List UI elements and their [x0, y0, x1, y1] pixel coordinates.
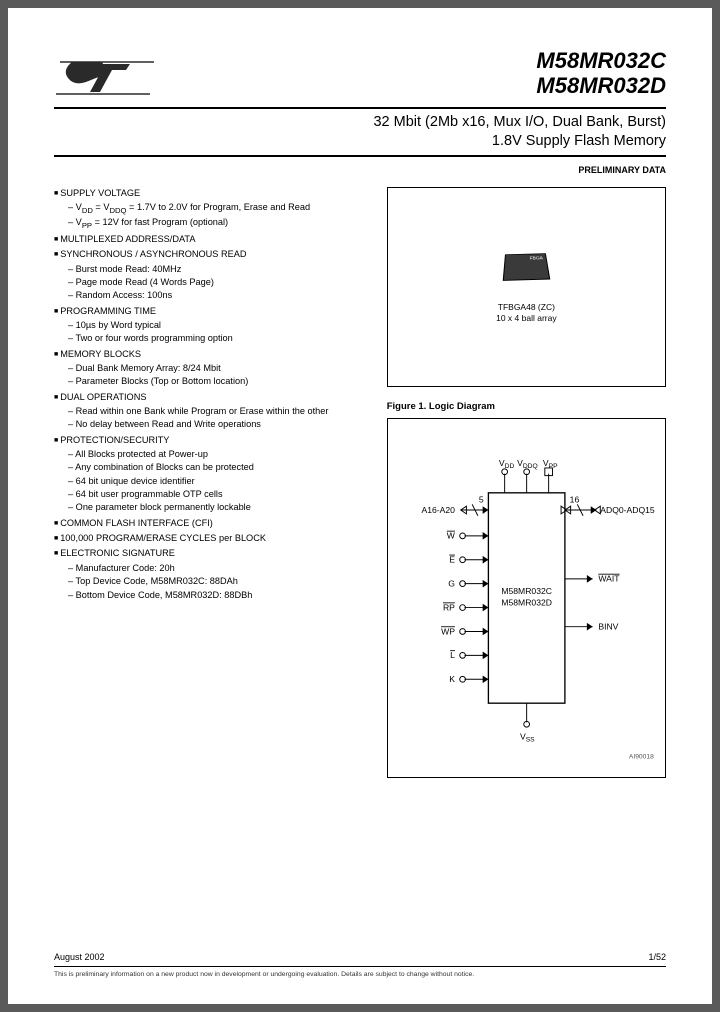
svg-text:AI90018: AI90018 [629, 753, 654, 760]
feature-subitem: Bottom Device Code, M58MR032D: 88DBh [68, 589, 363, 602]
part-number-1: M58MR032C [536, 48, 666, 73]
datasheet-page: M58MR032C M58MR032D 32 Mbit (2Mb x16, Mu… [8, 8, 712, 1004]
package-box: TFBGA48 (ZC) 10 x 4 ball array [387, 187, 666, 387]
fbga-chip-icon [503, 253, 551, 281]
feature-subitem: All Blocks protected at Power-up [68, 448, 363, 461]
feature-subitem: No delay between Read and Write operatio… [68, 418, 363, 431]
package-desc: 10 x 4 ball array [496, 313, 556, 324]
feature-item: MULTIPLEXED ADDRESS/DATA [54, 233, 363, 246]
feature-subitem: Page mode Read (4 Words Page) [68, 276, 363, 289]
preliminary-label: PRELIMINARY DATA [54, 165, 666, 175]
feature-item: PROGRAMMING TIME10µs by Word typicalTwo … [54, 305, 363, 346]
package-name: TFBGA48 (ZC) [496, 302, 556, 313]
feature-subitem: 64 bit unique device identifier [68, 475, 363, 488]
feature-subitem: Random Access: 100ns [68, 289, 363, 302]
svg-text:VSS: VSS [520, 731, 535, 743]
part-number-2: M58MR032D [536, 73, 666, 98]
svg-text:M58MR032D: M58MR032D [501, 597, 552, 607]
svg-text:A16-A20: A16-A20 [421, 505, 455, 515]
footer-date: August 2002 [54, 952, 105, 962]
header: M58MR032C M58MR032D 32 Mbit (2Mb x16, Mu… [54, 48, 666, 157]
feature-item: MEMORY BLOCKSDual Bank Memory Array: 8/2… [54, 348, 363, 389]
feature-subitem: 10µs by Word typical [68, 319, 363, 332]
feature-subitem: Burst mode Read: 40MHz [68, 263, 363, 276]
logic-diagram: M58MR032C M58MR032D VDD VDDQ VPP VSS [387, 418, 666, 778]
svg-text:L: L [450, 650, 455, 660]
feature-item: SUPPLY VOLTAGEVDD = VDDQ = 1.7V to 2.0V … [54, 187, 363, 231]
feature-subitem: Read within one Bank while Program or Er… [68, 405, 363, 418]
feature-item: SYNCHRONOUS / ASYNCHRONOUS READBurst mod… [54, 248, 363, 302]
feature-list: SUPPLY VOLTAGEVDD = VDDQ = 1.7V to 2.0V … [54, 187, 363, 602]
figure-title: Figure 1. Logic Diagram [387, 401, 666, 412]
svg-text:G: G [448, 578, 455, 588]
feature-item: ELECTRONIC SIGNATUREManufacturer Code: 2… [54, 547, 363, 601]
svg-text:WP: WP [441, 626, 455, 636]
figures-column: TFBGA48 (ZC) 10 x 4 ball array Figure 1.… [387, 187, 666, 778]
svg-text:16: 16 [569, 494, 579, 504]
feature-item: COMMON FLASH INTERFACE (CFI) [54, 517, 363, 530]
svg-text:BINV: BINV [598, 621, 618, 631]
feature-item: 100,000 PROGRAM/ERASE CYCLES per BLOCK [54, 532, 363, 545]
feature-subitem: 64 bit user programmable OTP cells [68, 488, 363, 501]
content-columns: SUPPLY VOLTAGEVDD = VDDQ = 1.7V to 2.0V … [54, 187, 666, 778]
feature-subitem: Top Device Code, M58MR032C: 88DAh [68, 575, 363, 588]
subtitle-line-2: 1.8V Supply Flash Memory [54, 132, 666, 151]
footer-disclaimer: This is preliminary information on a new… [54, 971, 666, 978]
svg-text:W: W [447, 530, 456, 540]
feature-subitem: One parameter block permanently lockable [68, 501, 363, 514]
feature-subitem: Two or four words programming option [68, 332, 363, 345]
feature-subitem: Parameter Blocks (Top or Bottom location… [68, 375, 363, 388]
feature-subitem: Manufacturer Code: 20h [68, 562, 363, 575]
feature-item: PROTECTION/SECURITYAll Blocks protected … [54, 434, 363, 515]
footer: August 2002 1/52 This is preliminary inf… [54, 952, 666, 978]
svg-text:5: 5 [479, 494, 484, 504]
svg-text:K: K [449, 674, 455, 684]
footer-page: 1/52 [648, 952, 666, 962]
svg-text:WAIT: WAIT [598, 573, 620, 583]
feature-subitem: VPP = 12V for fast Program (optional) [68, 216, 363, 231]
svg-text:VDD: VDD [499, 458, 515, 470]
svg-text:ADQ0-ADQ15: ADQ0-ADQ15 [600, 505, 655, 515]
feature-subitem: VDD = VDDQ = 1.7V to 2.0V for Program, E… [68, 201, 363, 216]
feature-item: DUAL OPERATIONSRead within one Bank whil… [54, 391, 363, 432]
feature-subitem: Dual Bank Memory Array: 8/24 Mbit [68, 362, 363, 375]
svg-text:VDDQ: VDDQ [517, 458, 538, 470]
svg-text:E: E [449, 554, 455, 564]
svg-text:M58MR032C: M58MR032C [501, 586, 552, 596]
st-logo [54, 48, 194, 101]
svg-text:RP: RP [443, 602, 455, 612]
subtitle-line-1: 32 Mbit (2Mb x16, Mux I/O, Dual Bank, Bu… [54, 113, 666, 132]
feature-subitem: Any combination of Blocks can be protect… [68, 461, 363, 474]
features-column: SUPPLY VOLTAGEVDD = VDDQ = 1.7V to 2.0V … [54, 187, 363, 778]
